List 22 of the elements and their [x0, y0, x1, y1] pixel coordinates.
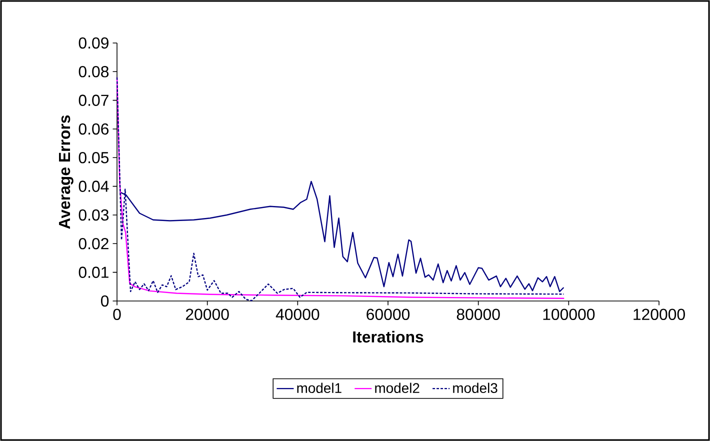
x-tick-label: 0: [113, 308, 121, 320]
y-tick-label: 0.05: [78, 152, 109, 164]
x-tick-label: 120000: [634, 308, 685, 320]
x-tick-label: 80000: [456, 308, 500, 320]
y-tick-label: 0.01: [78, 266, 108, 278]
y-axis-title: Average Errors: [59, 115, 74, 229]
y-tick-label: 0.04: [78, 180, 109, 192]
y-tick-label: 0.08: [78, 66, 109, 78]
x-tick-label: 40000: [276, 308, 320, 320]
x-tick-label: 60000: [366, 308, 410, 320]
y-tick-label: 0.07: [78, 94, 108, 106]
y-tick-label: 0.09: [78, 37, 108, 49]
x-axis-title: Iterations: [353, 330, 424, 343]
y-tick-label: 0.02: [78, 238, 108, 250]
x-tick-label: 100000: [543, 308, 595, 320]
y-tick-label: 0.06: [78, 123, 109, 135]
legend-label: model3: [453, 382, 498, 394]
y-tick-label: 0.03: [78, 209, 109, 221]
x-tick-label: 20000: [186, 308, 229, 320]
legend-label: model2: [375, 382, 420, 394]
y-tick-label: 0: [100, 295, 109, 307]
legend-label: model1: [297, 382, 342, 394]
